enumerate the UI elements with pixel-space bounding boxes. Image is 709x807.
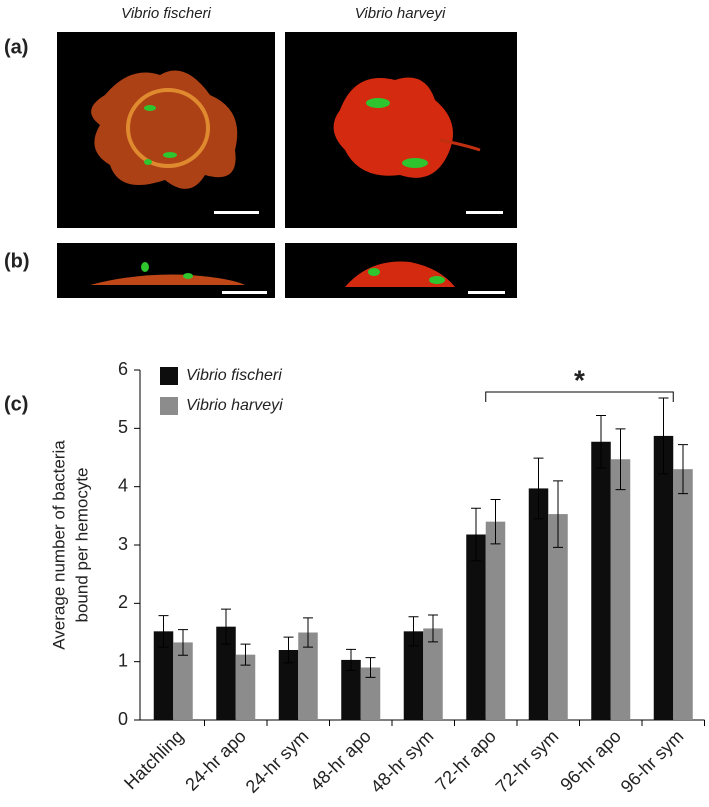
micrograph bbox=[57, 243, 275, 298]
bar bbox=[341, 659, 361, 720]
error-bar bbox=[365, 657, 376, 678]
error-bar bbox=[428, 614, 438, 643]
y-tick-label: 0 bbox=[118, 709, 128, 729]
legend-swatch bbox=[160, 367, 178, 385]
x-tick-label: 72-hr apo bbox=[431, 726, 500, 795]
error-bar bbox=[553, 480, 563, 548]
bar bbox=[466, 534, 486, 720]
error-bar bbox=[346, 648, 356, 671]
bar bbox=[153, 631, 174, 720]
error-bar bbox=[221, 608, 231, 645]
x-tick-label: 72-hr sym bbox=[492, 726, 563, 797]
bar bbox=[528, 488, 549, 720]
bar bbox=[360, 667, 381, 720]
bar bbox=[278, 650, 299, 720]
legend-label: Vibrio fischeri bbox=[186, 367, 282, 384]
bar bbox=[673, 469, 693, 720]
micrograph bbox=[57, 32, 275, 228]
significance-bracket bbox=[485, 391, 674, 402]
error-bar bbox=[596, 415, 606, 469]
bar bbox=[485, 521, 506, 720]
error-bar bbox=[658, 397, 669, 475]
y-tick-label: 3 bbox=[118, 534, 128, 554]
bar bbox=[216, 626, 236, 720]
panel-label: (c) bbox=[4, 393, 28, 415]
y-axis-label: Average number of bacteria bbox=[49, 440, 68, 650]
bar bbox=[653, 435, 674, 720]
x-tick-label: 48-hr sym bbox=[367, 726, 438, 797]
x-tick-label: 24-hr sym bbox=[242, 726, 313, 797]
x-tick-label: 96-hr apo bbox=[556, 726, 625, 795]
error-bar bbox=[678, 444, 688, 495]
bar bbox=[423, 628, 443, 720]
bar bbox=[591, 441, 611, 720]
micrograph bbox=[285, 243, 517, 298]
error-bar bbox=[303, 617, 313, 648]
column-title: Vibrio fischeri bbox=[121, 5, 211, 22]
bar bbox=[610, 459, 631, 720]
bar bbox=[298, 632, 318, 720]
micrograph bbox=[285, 32, 517, 228]
error-bar bbox=[178, 629, 188, 656]
y-tick-label: 4 bbox=[118, 475, 128, 495]
x-tick-label: 48-hr apo bbox=[306, 726, 375, 795]
x-tick-label: Hatchling bbox=[120, 726, 187, 793]
error-bar bbox=[471, 507, 481, 562]
panel-label: (a) bbox=[4, 36, 28, 58]
error-bar bbox=[490, 499, 501, 545]
y-tick-label: 5 bbox=[118, 417, 128, 437]
bar bbox=[173, 642, 193, 720]
error-bar bbox=[408, 616, 419, 647]
bar bbox=[403, 631, 424, 720]
error-bar bbox=[240, 643, 251, 666]
error-bar bbox=[158, 615, 169, 648]
y-tick-label: 1 bbox=[118, 650, 128, 670]
error-bar bbox=[533, 457, 544, 520]
annotation: * bbox=[574, 364, 585, 395]
column-title: Vibrio harveyi bbox=[355, 5, 446, 22]
bar bbox=[235, 654, 256, 720]
error-bar bbox=[615, 428, 626, 491]
y-tick-label: 6 bbox=[118, 359, 128, 379]
y-tick-label: 2 bbox=[118, 592, 128, 612]
error-bar bbox=[283, 636, 294, 664]
legend-label: Vibrio harveyi bbox=[186, 397, 283, 414]
bar bbox=[548, 514, 568, 720]
panel-label: (b) bbox=[4, 250, 30, 272]
legend-swatch bbox=[160, 397, 178, 415]
x-tick-label: 24-hr apo bbox=[181, 726, 250, 795]
y-axis-label: bound per hemocyte bbox=[72, 468, 91, 623]
x-tick-label: 96-hr sym bbox=[617, 726, 688, 797]
